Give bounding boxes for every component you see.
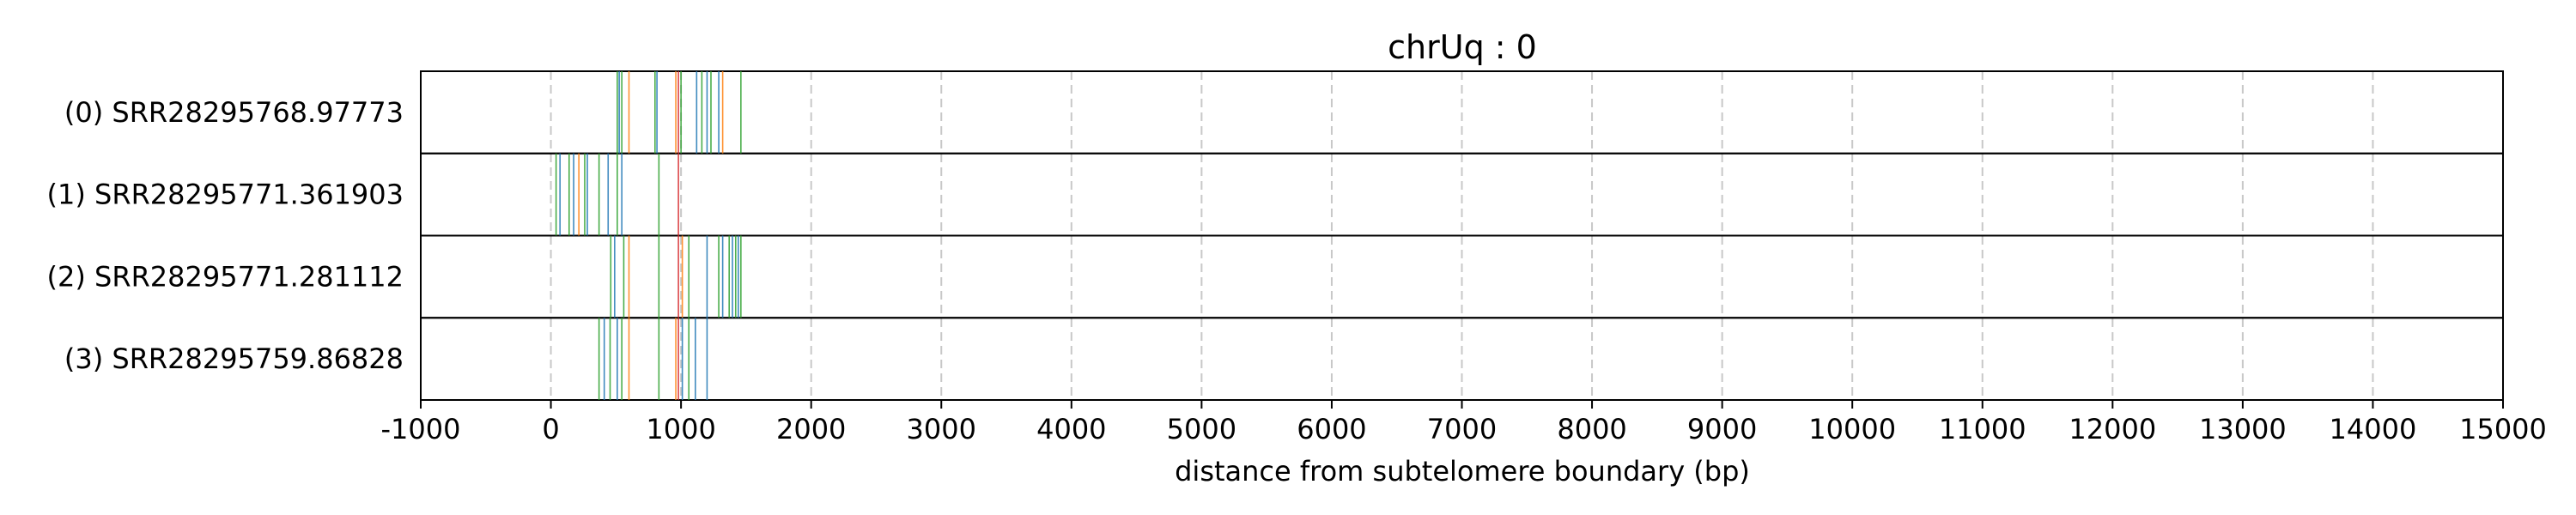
read-label: (1) SRR28295771.361903 — [47, 179, 404, 211]
x-tick-label: 15000 — [2459, 413, 2547, 445]
x-tick-label: 8000 — [1557, 413, 1626, 445]
x-tick-label: 11000 — [1939, 413, 2026, 445]
x-tick-label: 6000 — [1297, 413, 1366, 445]
read-label: (3) SRR28295759.86828 — [64, 342, 404, 375]
chart-title: chrUq : 0 — [1388, 28, 1537, 66]
read-label: (2) SRR28295771.281112 — [47, 260, 404, 293]
read-label: (0) SRR28295768.97773 — [64, 96, 404, 129]
read-labels: (0) SRR28295768.97773 (1) SRR28295771.361… — [47, 96, 404, 375]
x-tick-label: 1000 — [646, 413, 715, 445]
x-tick-label: 2000 — [776, 413, 846, 445]
read-marks — [555, 71, 742, 400]
x-tick-label: 14000 — [2330, 413, 2417, 445]
x-tick-label: 10000 — [1808, 413, 1896, 445]
x-axis-label: distance from subtelomere boundary (bp) — [1175, 455, 1750, 488]
x-tick-label: 7000 — [1427, 413, 1497, 445]
x-tick-label: 13000 — [2199, 413, 2287, 445]
x-tick-label: 0 — [542, 413, 559, 445]
x-tick-label: 12000 — [2069, 413, 2156, 445]
x-axis: -1000 0 1000 2000 3000 4000 5000 6000 7000 8000 90… — [381, 400, 2547, 445]
x-tick-label: 3000 — [907, 413, 976, 445]
x-tick-label: -1000 — [381, 413, 461, 445]
x-tick-label: 5000 — [1167, 413, 1236, 445]
x-tick-label: 9000 — [1687, 413, 1757, 445]
x-tick-label: 4000 — [1036, 413, 1106, 445]
